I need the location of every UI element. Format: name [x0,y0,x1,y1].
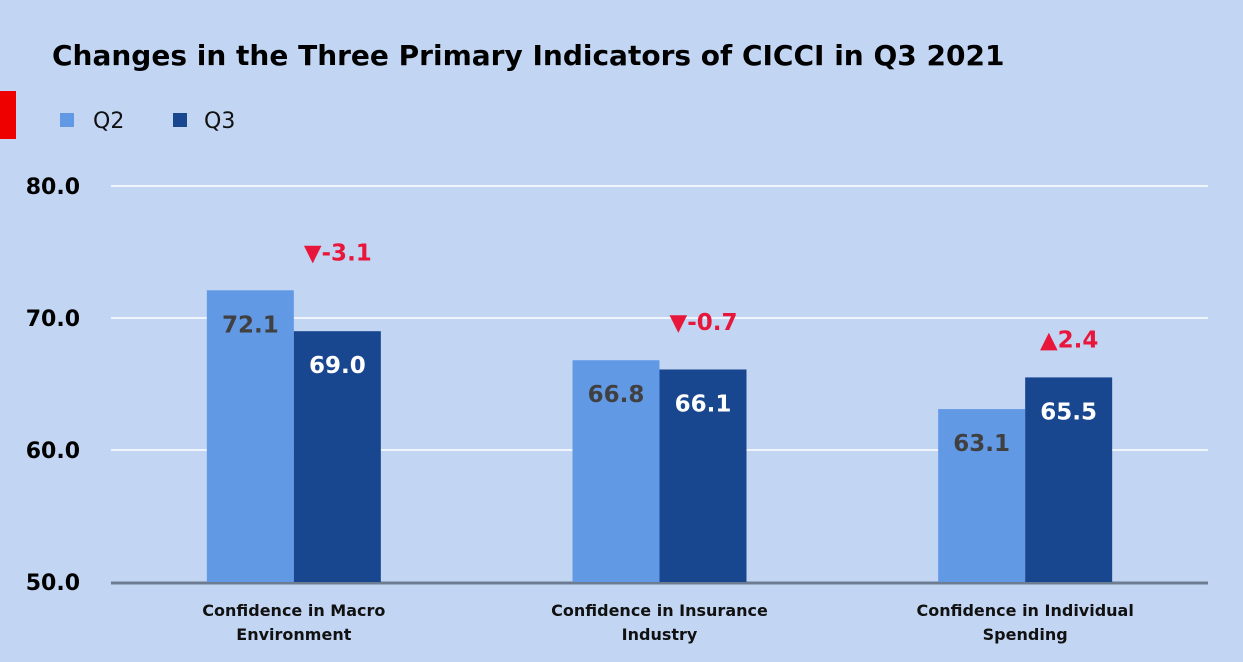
legend-swatch-q2 [60,113,74,127]
change-labels: ▼-3.1 ▼-0.7 ▲2.4 [304,240,1099,353]
bar-q3 [1025,377,1113,582]
data-label-q3: 66.1 [675,391,732,417]
legend-swatch-q3 [173,113,187,127]
bar-q2 [206,290,294,582]
y-axis-ticks: 50.0 60.0 70.0 80.0 [26,175,80,596]
data-label-q3: 69.0 [309,353,366,379]
x-axis-label: Confidence in Macro Environment [202,601,385,644]
bar-q2 [938,409,1026,582]
bar-q3 [293,331,381,582]
y-tick-label: 80.0 [26,175,80,200]
change-label: ▼-0.7 [670,310,738,336]
change-label: ▼-3.1 [304,240,372,266]
legend: Q2 Q3 [60,109,235,134]
change-label: ▲2.4 [1040,327,1098,353]
data-label-q3: 65.5 [1040,399,1097,425]
y-tick-label: 60.0 [26,439,80,464]
x-axis-labels: Confidence in Macro Environment Confidence… [202,601,1134,644]
y-tick-label: 70.0 [26,307,80,332]
data-label-q2: 63.1 [953,431,1010,457]
y-tick-label: 50.0 [26,571,80,596]
bar-q2 [572,360,660,582]
data-label-q2: 72.1 [222,312,279,338]
x-axis-label: Confidence in Insurance Industry [551,601,768,644]
bars [206,290,1113,582]
x-axis-label: Confidence in Individual Spending [916,601,1133,644]
legend-label-q3: Q3 [204,109,235,134]
data-label-q2: 66.8 [588,382,645,408]
data-labels: 72.1 69.0 66.8 66.1 63.1 65.5 [222,312,1097,457]
bar-q3 [659,369,747,582]
chart-title: Changes in the Three Primary Indicators … [52,39,1004,72]
accent-marker [0,91,16,139]
legend-label-q2: Q2 [93,109,124,134]
